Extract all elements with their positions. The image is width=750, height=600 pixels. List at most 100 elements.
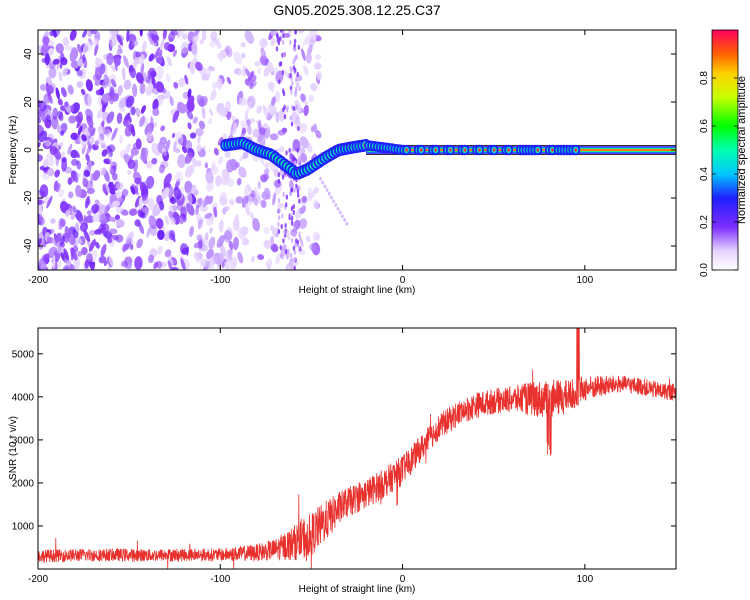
noise-blob — [287, 264, 291, 270]
noise-blob — [112, 172, 118, 181]
noise-blob — [279, 253, 283, 259]
noise-blob — [252, 128, 260, 138]
noise-blob — [240, 129, 246, 138]
noise-blob — [278, 146, 285, 153]
noise-blob — [185, 246, 190, 256]
noise-blob — [107, 152, 113, 166]
noise-blob — [81, 141, 86, 149]
noise-blob — [270, 225, 275, 232]
noise-blob — [248, 200, 253, 206]
noise-blob — [38, 118, 42, 124]
noise-blob — [289, 39, 292, 45]
noise-blob — [82, 53, 86, 64]
noise-blob — [164, 139, 171, 153]
noise-blob — [67, 177, 73, 185]
noise-blob — [284, 249, 288, 255]
noise-blob — [187, 122, 192, 130]
noise-blob — [117, 85, 123, 96]
snr-series-line — [38, 328, 676, 569]
noise-blob — [270, 30, 278, 36]
noise-blob — [92, 170, 101, 181]
noise-blob — [162, 30, 168, 40]
noise-blob — [181, 146, 188, 154]
noise-blob — [76, 152, 80, 158]
noise-blob — [94, 42, 99, 56]
chart-title: GN05.2025.308.12.25.C37 — [273, 2, 441, 18]
noise-blob — [125, 231, 134, 245]
noise-blob — [111, 127, 118, 141]
noise-blob — [108, 36, 118, 47]
noise-blob — [142, 193, 148, 201]
noise-blob — [100, 141, 107, 148]
noise-blob — [86, 210, 92, 216]
noise-blob — [298, 156, 301, 162]
noise-blob — [102, 184, 107, 194]
noise-blob — [106, 53, 114, 66]
noise-blob — [184, 180, 193, 194]
noise-blob — [64, 45, 74, 51]
colorbar-tick-label: 0.6 — [699, 119, 710, 133]
noise-blob — [108, 30, 118, 40]
noise-blob — [67, 143, 73, 155]
noise-blob — [138, 222, 144, 234]
noise-blob — [92, 214, 101, 223]
noise-blob — [209, 41, 216, 48]
noise-blob — [160, 261, 167, 268]
noise-blob — [189, 225, 194, 237]
noise-blob — [135, 72, 144, 84]
noise-blob — [290, 205, 294, 211]
noise-blob — [130, 106, 136, 116]
noise-blob — [67, 84, 74, 95]
noise-blob — [150, 70, 157, 78]
noise-blob — [244, 30, 255, 44]
noise-blob — [289, 115, 293, 121]
noise-blob — [78, 238, 83, 245]
noise-blob — [276, 112, 279, 118]
noise-blob — [288, 147, 291, 153]
noise-blob — [277, 198, 281, 204]
noise-blob — [290, 238, 294, 244]
noise-blob — [224, 205, 230, 212]
noise-blob — [125, 143, 131, 155]
noise-blob — [292, 106, 296, 112]
noise-blob — [238, 166, 247, 178]
noise-blob — [43, 253, 50, 263]
noise-blob — [239, 155, 244, 162]
noise-blob — [263, 239, 272, 249]
noise-blob — [296, 72, 299, 78]
noise-blob — [70, 149, 79, 159]
noise-blob — [166, 56, 172, 67]
noise-blob — [56, 124, 62, 134]
noise-blob — [91, 203, 100, 214]
noise-blob — [97, 95, 103, 108]
noise-blob — [293, 187, 296, 193]
noise-blob — [269, 133, 279, 141]
noise-blob — [298, 234, 304, 247]
noise-blob — [102, 126, 110, 135]
noise-blob — [55, 43, 64, 54]
noise-blob — [315, 130, 322, 139]
noise-blob — [132, 142, 139, 150]
noise-blob — [250, 79, 257, 87]
noise-blob — [42, 36, 50, 45]
bottom-x-axis-label: Height of straight line (km) — [299, 584, 416, 595]
noise-blob — [69, 30, 77, 41]
noise-blob — [293, 249, 297, 255]
noise-blob — [291, 231, 294, 237]
noise-blob — [193, 251, 200, 263]
noise-blob — [280, 223, 283, 229]
noise-blob — [38, 100, 47, 112]
noise-blob — [65, 209, 71, 216]
noise-blob — [206, 179, 214, 192]
snr-panel: -200 -100 0 100 1000 2000 3000 4000 5000 Height… — [8, 327, 677, 595]
noise-blob — [224, 261, 230, 270]
noise-blob — [291, 147, 294, 153]
noise-blob — [176, 30, 185, 37]
noise-blob — [44, 52, 50, 66]
noise-blob — [167, 260, 174, 270]
noise-blob — [39, 83, 47, 91]
noise-blob — [293, 38, 297, 44]
noise-blob — [130, 185, 136, 195]
noise-blob — [241, 52, 246, 59]
noise-blob — [210, 89, 217, 101]
